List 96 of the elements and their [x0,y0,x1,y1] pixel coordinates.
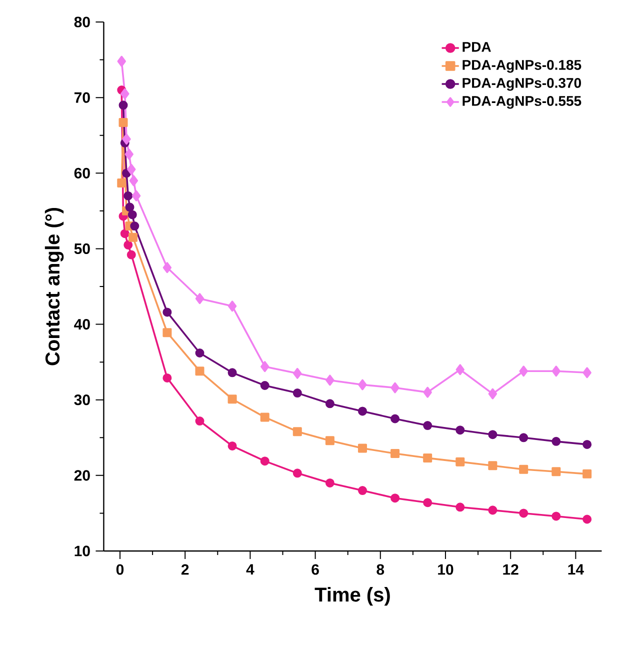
point [488,430,498,440]
point [456,502,465,512]
y-axis-title: Contact angle (°) [44,208,64,366]
point [582,469,592,478]
point [582,367,592,378]
point [292,468,302,478]
point [552,512,561,521]
x-tick-label: 2 [181,564,189,575]
legend-label: PDA-AgNPs-0.185 [462,60,582,73]
point [162,328,172,338]
point [325,436,334,446]
legend-label: PDA-AgNPs-0.370 [462,78,581,91]
point [292,388,302,398]
point [228,441,237,450]
y-tick-label: 40 [74,318,90,330]
point [126,250,136,260]
legend-label: PDA [462,42,491,52]
legend-label: PDA-AgNPs-0.555 [462,96,582,109]
point [423,421,432,430]
point [390,382,400,394]
x-tick-label: 12 [503,564,518,575]
point [129,175,138,186]
point [228,300,237,312]
x-tick-label: 0 [116,564,124,575]
point [519,508,528,518]
point [552,436,561,446]
point [552,366,560,377]
point [124,191,133,200]
point [358,444,367,453]
point [390,494,400,503]
point [358,379,367,390]
point [125,202,134,212]
point [293,368,302,379]
point [120,88,130,100]
y-tick-label: 70 [74,92,90,103]
y-tick-label: 50 [74,243,90,254]
point [260,361,270,372]
point [120,229,130,238]
point [488,461,498,470]
point [488,506,498,515]
point [228,368,237,378]
point [162,308,172,317]
point [118,118,128,128]
x-tick-label: 4 [246,564,254,575]
point [118,100,128,110]
point [423,498,432,508]
point [456,457,465,466]
point [132,190,141,202]
x-tick-label: 6 [312,564,319,575]
point [195,293,204,304]
x-tick-label: 8 [376,564,384,575]
point [325,478,334,488]
point [456,426,465,435]
point [124,240,133,250]
point [162,262,172,274]
point [390,414,400,424]
y-tick-label: 30 [74,394,90,406]
point [423,454,432,463]
point [519,433,528,442]
point [260,381,270,390]
point [128,232,138,242]
y-tick-label: 10 [74,546,90,556]
point [127,164,136,175]
point [117,56,126,67]
point [582,514,592,524]
x-axis-title: Time (s) [314,587,390,606]
point [552,467,561,476]
point [358,486,367,496]
y-tick-label: 60 [74,168,90,178]
point [128,210,137,220]
point [456,364,464,376]
point [195,348,204,358]
point [130,222,140,231]
point [292,427,302,436]
point [582,440,592,449]
point [390,449,400,458]
point [195,416,204,426]
point [326,374,334,386]
y-tick-label: 80 [74,16,90,28]
point [488,388,498,400]
y-tick-label: 20 [74,470,90,481]
x-tick-label: 10 [438,564,454,575]
point [519,366,528,377]
point [260,456,270,466]
point [519,464,528,474]
point [228,394,237,404]
point [122,134,131,145]
point [358,406,367,416]
point [195,366,204,376]
point [260,412,270,422]
x-tick-label: 14 [568,564,584,575]
point [162,373,172,382]
point [117,178,126,188]
point [124,148,134,160]
point [423,386,432,398]
point [325,399,334,408]
